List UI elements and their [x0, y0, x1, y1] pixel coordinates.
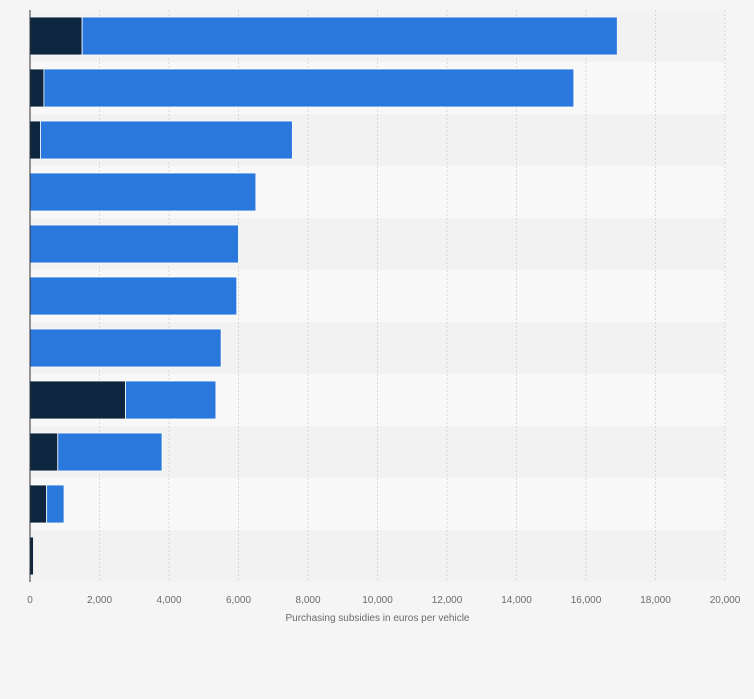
- bars: [29, 16, 618, 576]
- bar-segment-blue: [29, 172, 257, 212]
- x-tick-label: 20,000: [710, 595, 741, 606]
- bar-segment-dark: [29, 484, 48, 524]
- x-tick-label: 10,000: [362, 595, 393, 606]
- bar-segment-blue: [81, 16, 618, 56]
- x-tick-label: 16,000: [571, 595, 602, 606]
- x-tick-label: 8,000: [295, 595, 320, 606]
- bar-segment-blue: [29, 328, 222, 368]
- bar-segment-blue: [46, 484, 65, 524]
- x-axis-ticks: 0 2,000 4,000 6,000 8,000 10,000 12,000 14,000 1…: [27, 595, 741, 606]
- x-tick-label: 18,000: [640, 595, 671, 606]
- bar-segment-blue: [125, 380, 217, 420]
- bar-segment-dark: [29, 16, 83, 56]
- x-tick-label: 12,000: [432, 595, 463, 606]
- x-tick-label: 2,000: [87, 595, 112, 606]
- bar-segment-dark: [29, 432, 59, 472]
- bar-segment-dark: [29, 380, 126, 420]
- bar-segment-blue: [40, 120, 293, 160]
- bar-segment-blue: [29, 276, 238, 316]
- bar-segment-blue: [57, 432, 163, 472]
- bar-segment-blue: [43, 68, 575, 108]
- x-tick-label: 0: [27, 595, 33, 606]
- bar-segment-dark: [29, 536, 34, 576]
- bar-segment-dark: [29, 68, 45, 108]
- x-tick-label: 6,000: [226, 595, 251, 606]
- x-tick-label: 4,000: [156, 595, 181, 606]
- x-tick-label: 14,000: [501, 595, 532, 606]
- x-axis-title: Purchasing subsidies in euros per vehicl…: [286, 613, 470, 624]
- bar-segment-blue: [29, 224, 239, 264]
- bar-segment-dark: [29, 120, 41, 160]
- vertical-gridlines: [99, 10, 726, 582]
